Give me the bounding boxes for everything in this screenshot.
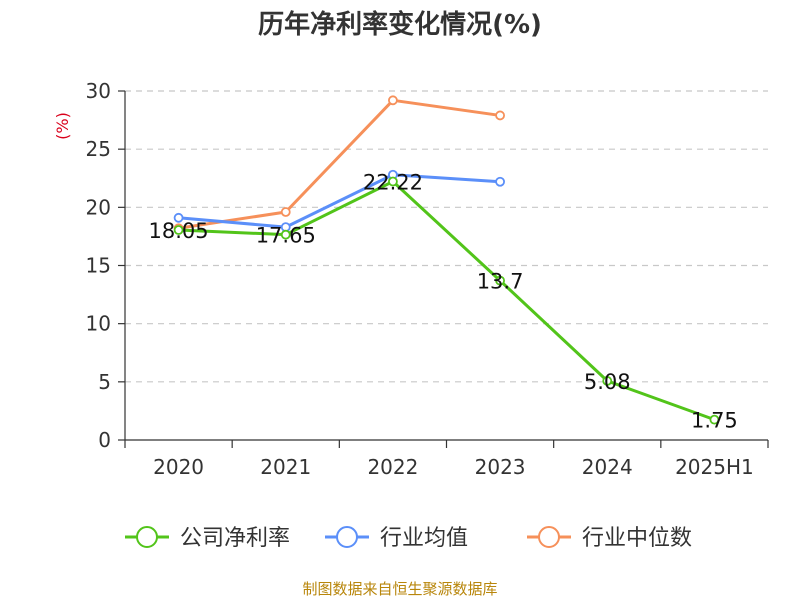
x-tick-label: 2021	[260, 455, 311, 479]
legend-label: 公司净利率	[180, 526, 290, 551]
series-line-1	[178, 173, 501, 229]
y-axis-label: (%)	[53, 112, 72, 140]
legend-swatch-marker	[336, 526, 358, 548]
y-tick-label: 5	[98, 370, 111, 394]
grid-lines	[125, 90, 768, 383]
data-point	[495, 275, 505, 286]
legend-label: 行业中位数	[582, 526, 692, 551]
series-line-0	[178, 180, 715, 422]
y-tick-label: 25	[86, 137, 111, 161]
data-label: 13.7	[477, 270, 524, 294]
data-point	[388, 95, 398, 106]
series-line-2	[178, 98, 501, 230]
data-point	[602, 376, 613, 386]
data-point	[388, 176, 398, 187]
axes: 0 5 10 15 20 25 30 2020 2021 2022 2023 2024 2025H1	[86, 79, 769, 479]
chart-title: 历年净利率变化情况(%)	[258, 9, 542, 40]
data-point	[173, 225, 184, 235]
legend-swatch-marker	[538, 526, 560, 548]
y-tick-label: 20	[86, 195, 111, 219]
data-point	[280, 229, 291, 240]
series-1	[173, 169, 505, 233]
x-tick-label: 2024	[582, 455, 633, 479]
y-tick-label: 10	[86, 312, 111, 336]
data-point	[495, 176, 505, 187]
data-point	[709, 414, 720, 425]
source-note: 制图数据来自恒生聚源数据库	[302, 580, 497, 598]
y-tick-label: 0	[98, 428, 111, 452]
legend-label: 行业均值	[380, 526, 468, 551]
legend-item-2[interactable]: 行业中位数	[527, 526, 692, 551]
x-tick-label: 2025H1	[675, 455, 754, 479]
data-point	[173, 212, 184, 223]
x-tick-label: 2023	[475, 455, 526, 479]
series-2	[173, 95, 505, 234]
data-point	[495, 110, 505, 121]
data-labels: 18.05 17.65 22.22 13.7 5.08 1.75	[149, 171, 738, 433]
series-0	[173, 176, 720, 425]
data-label: 22.22	[363, 171, 423, 195]
legend: 公司净利率 行业均值 行业中位数	[125, 526, 692, 551]
x-tick-label: 2022	[367, 455, 418, 479]
series-lines	[173, 95, 720, 425]
y-tick-label: 15	[86, 254, 111, 278]
legend-item-1[interactable]: 行业均值	[325, 526, 468, 551]
x-tick-label: 2020	[153, 455, 204, 479]
data-label: 1.75	[691, 409, 738, 433]
data-label: 18.05	[149, 219, 209, 243]
data-label: 5.08	[584, 370, 631, 394]
legend-item-0[interactable]: 公司净利率	[125, 526, 290, 551]
y-tick-label: 30	[86, 79, 111, 103]
data-label: 17.65	[256, 224, 316, 248]
data-point	[280, 207, 291, 217]
legend-swatch-marker	[136, 526, 158, 548]
